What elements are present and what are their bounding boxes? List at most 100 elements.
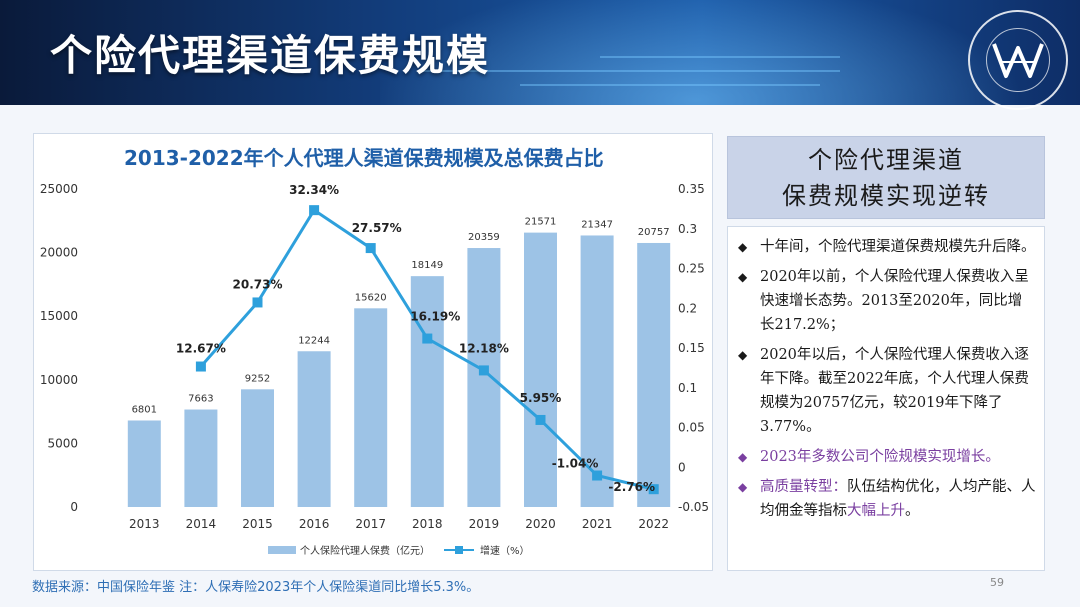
x-tick-label: 2018 (412, 517, 443, 531)
line-point (195, 361, 206, 372)
bar (184, 409, 218, 507)
line-data-label: 12.67% (176, 342, 226, 356)
diamond-icon: ◆ (738, 270, 748, 284)
y-right-tick-label: 0.2 (678, 301, 697, 315)
banner-stripe (600, 56, 840, 58)
diamond-icon: ◆ (738, 240, 748, 254)
bullet-item: ◆ 2023年多数公司个险规模实现增长。 (738, 445, 1036, 469)
bar (354, 308, 388, 507)
line-data-label: -2.76% (608, 480, 655, 494)
x-tick-label: 2022 (638, 517, 669, 531)
x-tick-label: 2015 (242, 517, 273, 531)
x-tick-label: 2014 (186, 517, 217, 531)
x-tick-label: 2020 (525, 517, 556, 531)
summary-heading-line2: 保费规模实现逆转 (782, 181, 990, 210)
y-right-tick-label: 0.3 (678, 222, 697, 236)
chart-panel: 2013-2022年个人代理人渠道保费规模及总保费占比 0 5000 10000 15… (33, 133, 713, 571)
line-point (478, 365, 489, 376)
bullet-item: ◆ 十年间，个险代理渠道保费规模先升后降。 (738, 235, 1036, 259)
y-left-tick-label: 25000 (40, 182, 78, 196)
line-data-label: 27.57% (352, 221, 402, 235)
y-right-tick-label: 0.05 (678, 421, 705, 435)
summary-bullets: ◆ 十年间，个险代理渠道保费规模先升后降。 ◆ 2020年以前，个人保险代理人保… (727, 226, 1045, 571)
bar-data-label: 20757 (638, 227, 670, 238)
legend-line-label: 增速（%） (480, 544, 530, 557)
page-title: 个险代理渠道保费规模 (50, 31, 491, 80)
line-data-label: 32.34% (289, 183, 339, 197)
bullet-highlight: 大幅上升 (847, 503, 905, 519)
page-number: 59 (990, 576, 1004, 589)
y-right-tick-label: 0.35 (678, 182, 705, 196)
summary-heading-line1: 个险代理渠道 (808, 145, 964, 174)
bar (467, 248, 501, 508)
y-right-tick-label: 0.1 (678, 381, 697, 395)
x-tick-label: 2017 (355, 517, 386, 531)
bullet-highlight: 高质量转型： (760, 479, 847, 495)
line-data-label: 16.19% (410, 310, 460, 324)
y-left-tick-label: 15000 (40, 309, 78, 323)
bullet-text: 2020年以后，个人保险代理人保费收入逐年下降。截至2022年底，个人代理人保费… (760, 347, 1029, 435)
y-left-tick-label: 20000 (40, 246, 78, 260)
y-left-tick-label: 10000 (40, 373, 78, 387)
bar (410, 276, 444, 507)
line-point (252, 297, 263, 308)
bullet-item: ◆ 高质量转型：队伍结构优化，人均产能、人均佣金等指标大幅上升。 (738, 475, 1036, 523)
line-point (309, 205, 320, 216)
y-left-tick-label: 0 (70, 500, 78, 514)
legend-bar-label: 个人保险代理人保费（亿元） (300, 544, 430, 557)
bullet-item: ◆ 2020年以前，个人保险代理人保费收入呈快速增长态势。2013至2020年，… (738, 265, 1036, 337)
line-data-label: 12.18% (459, 341, 509, 355)
line-point (365, 243, 376, 254)
diamond-icon: ◆ (738, 480, 748, 494)
diamond-icon: ◆ (738, 450, 748, 464)
x-tick-label: 2013 (129, 517, 160, 531)
y-left-tick-label: 5000 (47, 436, 78, 450)
y-right-tick-label: -0.05 (678, 500, 709, 514)
y-right-tick-label: 0 (678, 460, 686, 474)
bar (524, 232, 557, 507)
footer-source-note: 数据来源：中国保险年鉴 注：人保寿险2023年个人保险渠道同比增长5.3%。 (32, 580, 480, 595)
summary-heading: 个险代理渠道 保费规模实现逆转 (727, 136, 1045, 219)
bar-data-label: 18149 (411, 260, 443, 271)
diamond-icon: ◆ (738, 348, 748, 362)
header-banner: 个险代理渠道保费规模 (0, 0, 1080, 105)
bar-data-label: 15620 (355, 292, 387, 303)
line-point (592, 470, 603, 481)
bar (127, 420, 161, 507)
line-data-label: 20.73% (233, 277, 283, 291)
legend-line-marker (455, 546, 463, 554)
x-tick-label: 2019 (469, 517, 500, 531)
bullet-text: 高质量转型：队伍结构优化，人均产能、人均佣金等指标大幅上升。 (760, 475, 1036, 523)
organization-logo-icon (968, 10, 1068, 110)
bar-data-label: 20359 (468, 232, 500, 243)
banner-stripe (420, 70, 840, 72)
bar-data-label: 6801 (132, 404, 157, 415)
bar (637, 242, 671, 508)
bar-data-label: 9252 (245, 373, 270, 384)
bullet-item: ◆ 2020年以后，个人保险代理人保费收入逐年下降。截至2022年底，个人代理人… (738, 343, 1036, 439)
bullet-plain: 队伍结构优化，人均产能、人均佣金等指标 (760, 479, 1036, 519)
line-point (535, 414, 546, 425)
legend-bar-swatch (268, 546, 296, 554)
banner-glow (380, 0, 1080, 105)
bullet-text: 2023年多数公司个险规模实现增长。 (760, 449, 1000, 465)
bar-data-label: 12244 (298, 335, 330, 346)
bar (297, 351, 331, 507)
bar-data-label: 21347 (581, 219, 613, 230)
x-tick-label: 2021 (582, 517, 613, 531)
y-right-tick-label: 0.15 (678, 341, 705, 355)
bullet-plain: 。 (905, 503, 920, 519)
bullet-text: 2020年以前，个人保险代理人保费收入呈快速增长态势。2013至2020年，同比… (760, 269, 1029, 333)
line-point (422, 333, 433, 344)
bar (580, 235, 614, 507)
bar (241, 389, 274, 507)
line-data-label: -1.04% (552, 457, 599, 471)
bullet-text: 十年间，个险代理渠道保费规模先升后降。 (760, 239, 1036, 255)
bar-data-label: 21571 (525, 217, 557, 228)
banner-stripe (520, 84, 820, 86)
y-right-tick-label: 0.25 (678, 262, 705, 276)
chart: 0 5000 10000 15000 20000 25000 -0.05 0 0.05 0.1 0.… (40, 182, 709, 557)
logo-mark-icon (992, 43, 1044, 78)
line-data-label: 5.95% (520, 391, 562, 405)
chart-title: 2013-2022年个人代理人渠道保费规模及总保费占比 (124, 146, 604, 170)
